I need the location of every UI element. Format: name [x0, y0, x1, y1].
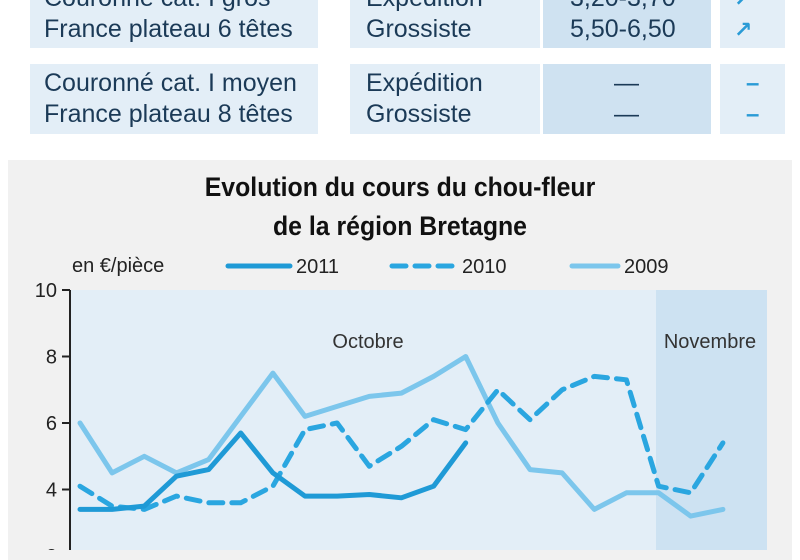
product-line: France plateau 6 têtes — [44, 15, 293, 43]
price-line: 3,20-3,70 — [570, 0, 676, 13]
trend-cell — [720, 64, 785, 134]
plot-area — [70, 290, 767, 550]
legend-unit-label: en €/pièce — [72, 255, 164, 277]
period-label-october: Octobre — [332, 331, 403, 353]
stage-line: Grossiste — [366, 15, 472, 43]
y-tick-label: 10 — [35, 280, 57, 302]
trend-flat-icon: – — [746, 70, 760, 97]
product-line: France plateau 8 têtes — [44, 100, 293, 128]
y-tick-label: 4 — [46, 480, 57, 502]
trend-flat-icon: – — [746, 101, 760, 128]
stage-line: Expédition — [366, 0, 483, 13]
stage-line: Expédition — [366, 69, 483, 97]
product-cell — [30, 64, 318, 134]
price-line: 5,50-6,50 — [570, 15, 676, 43]
price-line: — — [614, 69, 639, 97]
legend-label-2010: 2010 — [462, 256, 507, 278]
price-cell — [543, 0, 711, 48]
legend-label-2009: 2009 — [624, 256, 669, 278]
product-cell — [30, 0, 318, 48]
chart-subtitle: de la région Bretagne — [272, 211, 527, 241]
trend-up-icon: ↗ — [734, 17, 753, 42]
stage-cell — [350, 64, 540, 134]
price-line: — — [614, 100, 639, 128]
product-line: Couronné cat. I gros — [44, 0, 271, 13]
price-cell — [543, 64, 711, 134]
trend-up-icon: ↗ — [734, 0, 752, 12]
table-row: Couronné cat. I gros France plateau 6 tê… — [30, 0, 785, 48]
stage-line: Grossiste — [366, 100, 472, 128]
y-tick-label: 2 — [46, 546, 57, 550]
period-label-november: Novembre — [664, 331, 756, 353]
y-tick-label: 8 — [46, 347, 57, 369]
series-line-2009 — [77, 354, 726, 519]
table-row: Couronné cat. I moyen France plateau 8 t… — [30, 64, 785, 134]
trend-cell — [720, 0, 785, 48]
series-line-2010 — [77, 373, 726, 512]
y-tick-label: 6 — [46, 413, 57, 435]
series-line-2011 — [77, 430, 469, 512]
stage-cell — [350, 0, 540, 48]
legend-label-2011: 2011 — [296, 256, 339, 278]
chart-title: Evolution du cours du chou-fleur — [204, 172, 596, 202]
product-line: Couronné cat. I moyen — [44, 69, 297, 97]
